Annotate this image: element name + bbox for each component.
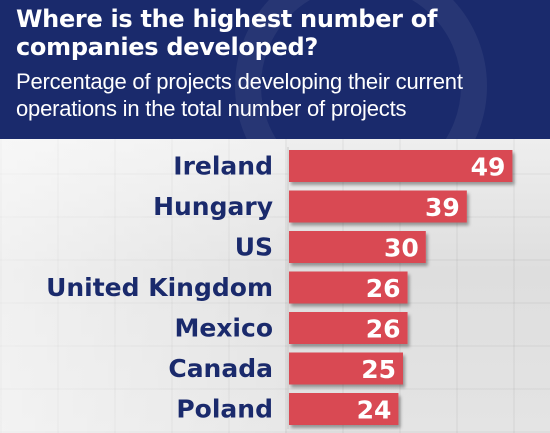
- value-label: 39: [425, 193, 460, 222]
- category-label: Mexico: [174, 314, 273, 343]
- category-label: Hungary: [153, 192, 273, 221]
- category-label: Ireland: [173, 152, 273, 181]
- chart-title: Where is the highest number of companies…: [16, 5, 438, 61]
- background-shade: [0, 139, 285, 433]
- office-background-photo: [0, 139, 550, 433]
- value-label: 26: [366, 315, 401, 344]
- bars-group: Ireland 49 Hungary 39 US 30 United Kingdom 26 Me…: [46, 150, 513, 425]
- value-label: 49: [471, 153, 506, 182]
- bar-chart: Ireland 49 Hungary 39 US 30 United Kingdom 26 Me…: [46, 147, 513, 429]
- bar-united-kingdom: [289, 271, 408, 304]
- chart-header: Where is the highest number of companies…: [0, 0, 550, 139]
- value-label: 30: [384, 234, 419, 263]
- value-label: 25: [361, 355, 396, 384]
- chart-subtitle: Percentage of projects developing their …: [16, 69, 463, 121]
- value-label: 26: [366, 274, 401, 303]
- value-label: 24: [357, 396, 392, 425]
- bar-canada: [289, 352, 403, 385]
- bar-ireland: [289, 150, 513, 182]
- bar-us: [289, 231, 426, 263]
- bar-hungary: [289, 190, 467, 223]
- category-label: Poland: [176, 395, 273, 424]
- category-label: US: [235, 233, 273, 262]
- category-label: United Kingdom: [46, 273, 273, 302]
- category-label: Canada: [168, 354, 273, 383]
- bar-poland: [289, 393, 399, 425]
- bar-mexico: [289, 312, 408, 344]
